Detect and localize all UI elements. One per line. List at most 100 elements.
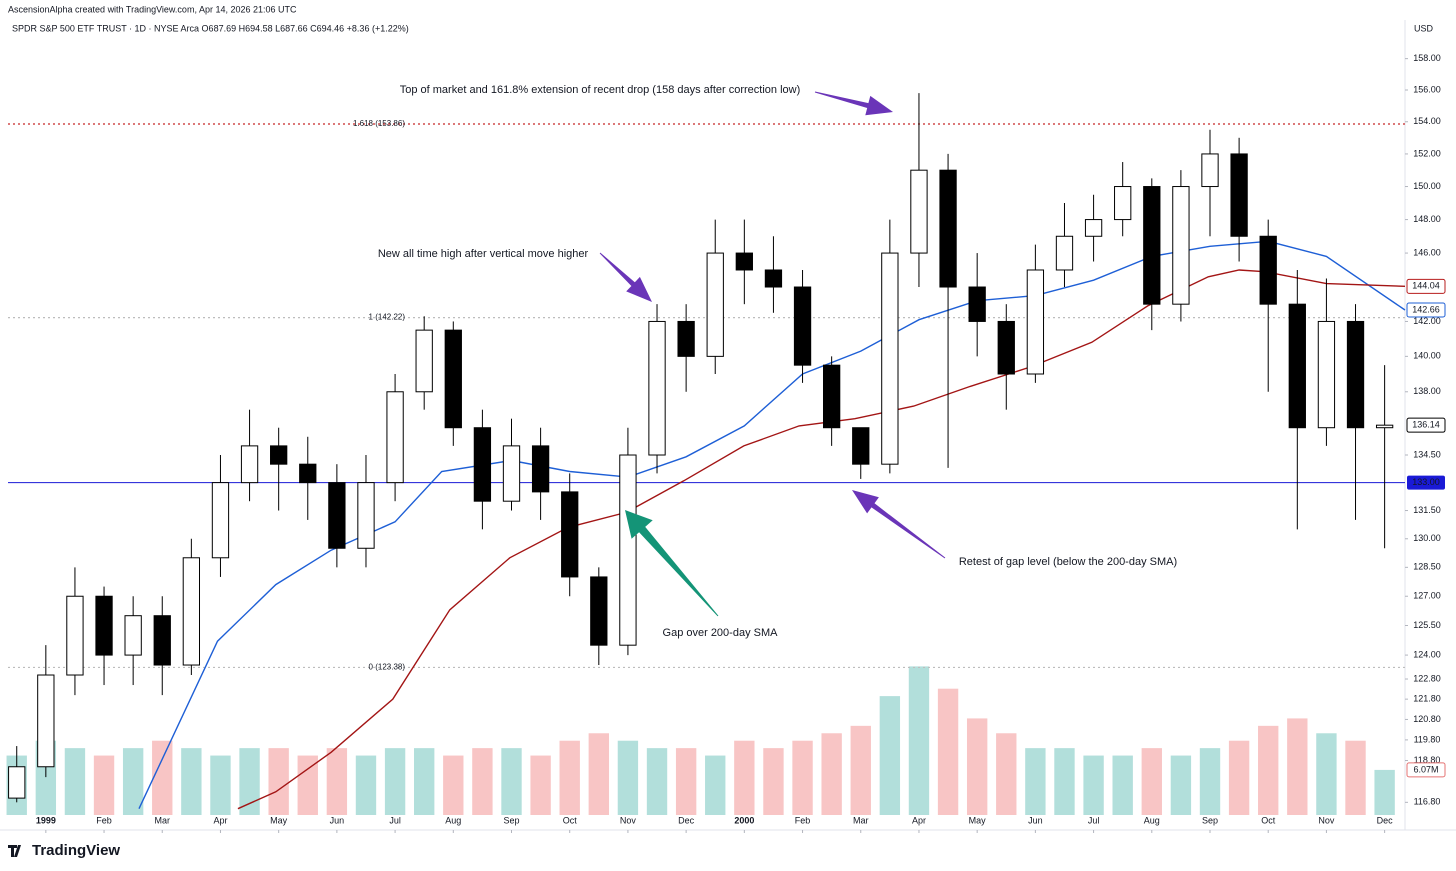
candle-body xyxy=(153,615,171,666)
candle-body xyxy=(561,491,579,578)
volume-bar xyxy=(646,748,668,815)
y-tick-label: 128.50 xyxy=(1413,562,1441,572)
candle-body xyxy=(881,252,899,465)
volume-bar xyxy=(1141,748,1162,815)
volume-bar xyxy=(792,740,813,815)
volume-bar xyxy=(1374,769,1395,815)
annotation-arrow xyxy=(599,252,652,302)
y-tick-label: 131.50 xyxy=(1413,505,1441,515)
candle-body xyxy=(1288,303,1306,429)
candle-body xyxy=(822,364,841,429)
y-tick-label: 127.00 xyxy=(1413,591,1441,601)
annotation-arrow xyxy=(814,91,893,116)
annotation-arrow xyxy=(852,490,946,559)
x-tick-label: Dec xyxy=(1377,815,1394,825)
price-badge-label: 142.66 xyxy=(1412,304,1440,314)
candle-body xyxy=(531,445,550,493)
volume-bar xyxy=(1025,748,1046,815)
candle-body xyxy=(95,595,113,656)
candle-body xyxy=(1375,424,1394,429)
candle-body xyxy=(1230,153,1248,237)
x-tick-label: Nov xyxy=(1318,815,1335,825)
candle-body xyxy=(706,252,724,357)
y-tick-label: 154.00 xyxy=(1413,116,1441,126)
level-label: 1 (142.22) xyxy=(369,313,406,322)
volume-bar xyxy=(1170,755,1192,815)
x-tick-label: Oct xyxy=(563,815,578,825)
y-tick-label: 116.80 xyxy=(1414,797,1441,807)
volume-bar xyxy=(966,718,988,815)
annotation-text: New all time high after vertical move hi… xyxy=(378,248,589,260)
price-badge xyxy=(1406,762,1446,778)
price-badge-label: 6.07M xyxy=(1413,764,1438,774)
level-badge xyxy=(1407,475,1445,490)
x-tick-label: Feb xyxy=(96,815,112,825)
chart-title: SPDR S&P 500 ETF TRUST · 1D · NYSE Arca … xyxy=(12,23,409,33)
candle-body xyxy=(37,674,55,768)
y-tick-label: 121.80 xyxy=(1413,694,1441,704)
candle-body xyxy=(1114,186,1132,221)
x-tick-label: Jun xyxy=(1028,815,1043,825)
price-badge xyxy=(1406,278,1446,294)
x-tick-label: Mar xyxy=(155,815,171,825)
candle-body xyxy=(182,557,201,666)
volume-bar xyxy=(1199,748,1221,815)
volume-bar xyxy=(1228,740,1250,815)
candle-body xyxy=(357,482,375,549)
y-tick-label: 150.00 xyxy=(1413,181,1441,191)
candle-body xyxy=(124,615,142,656)
currency: USD xyxy=(1414,23,1434,33)
y-tick-label: 138.00 xyxy=(1413,386,1441,396)
candle-body xyxy=(1055,235,1074,271)
candle-body xyxy=(852,427,870,465)
candles xyxy=(8,93,1394,803)
level-badge-label: 133.00 xyxy=(1412,477,1440,487)
volume-bar xyxy=(152,740,173,815)
volume-bar xyxy=(734,740,755,815)
y-tick-label: 134.50 xyxy=(1413,449,1441,459)
candle-body xyxy=(939,169,957,288)
volume-bar xyxy=(93,755,115,815)
y-tick-label: 130.00 xyxy=(1413,533,1441,543)
volume-bar xyxy=(297,755,318,815)
volume-bar xyxy=(1083,755,1104,815)
y-tick-label: 120.80 xyxy=(1413,714,1441,724)
x-tick-label: Dec xyxy=(678,815,695,825)
volume-bar xyxy=(472,748,493,815)
y-tick-label: 119.80 xyxy=(1414,734,1441,744)
volume-bar xyxy=(617,740,639,815)
x-tick-label: 2000 xyxy=(734,815,754,825)
candle-body xyxy=(328,482,346,549)
candle-body xyxy=(677,320,695,357)
candle-body xyxy=(968,286,986,322)
candle-body xyxy=(444,329,462,429)
x-tick-label: Sep xyxy=(503,815,519,825)
volume-bar xyxy=(1345,740,1366,815)
candle-body xyxy=(211,482,230,559)
candle-body xyxy=(793,286,812,366)
x-tick-label: May xyxy=(969,815,987,825)
volume-bar xyxy=(937,688,959,815)
volume-bar xyxy=(559,740,580,815)
candle-body xyxy=(1259,235,1277,305)
candle-body xyxy=(997,320,1015,375)
candle-body xyxy=(1346,320,1365,429)
brand: TradingView xyxy=(32,842,120,859)
candle-body xyxy=(764,269,783,288)
volume-bar xyxy=(384,748,406,815)
candle-body xyxy=(910,169,928,254)
chart-subtitle: AscensionAlpha created with TradingView.… xyxy=(8,4,297,14)
candle-body xyxy=(1172,186,1190,305)
candle-body xyxy=(590,576,608,646)
price-badge-label: 136.14 xyxy=(1412,420,1440,430)
x-tick-label: Oct xyxy=(1261,815,1276,825)
x-tick-label: Aug xyxy=(1144,815,1160,825)
candle-body xyxy=(648,320,666,456)
price-badge xyxy=(1406,302,1446,318)
volume-bar xyxy=(763,748,784,815)
volume-bar xyxy=(705,755,726,815)
volume-bar xyxy=(1112,755,1133,815)
volume-bar xyxy=(210,755,231,815)
x-tick-label: Apr xyxy=(213,815,227,825)
